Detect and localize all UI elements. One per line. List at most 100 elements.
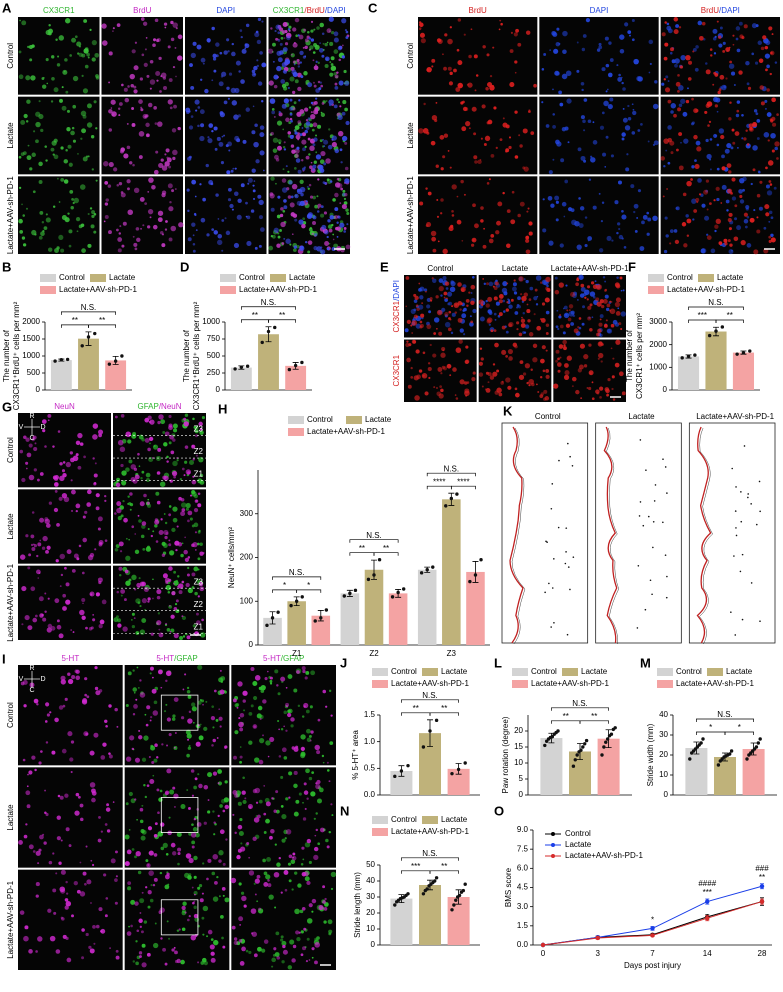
micrograph-speck [326, 235, 329, 239]
micrograph-speck [242, 690, 248, 696]
micrograph-speck [725, 199, 730, 204]
micrograph-speck [289, 202, 295, 208]
micrograph-speck [308, 37, 312, 40]
micrograph-speck [66, 892, 69, 895]
micrograph-speck [108, 230, 112, 235]
micrograph-speck [193, 212, 197, 216]
micrograph-speck [326, 178, 330, 182]
micrograph-speck [449, 26, 452, 29]
micrograph-speck [254, 893, 257, 896]
micrograph-speck [281, 960, 285, 964]
micrograph-speck [167, 99, 173, 105]
data-point [707, 333, 712, 338]
data-point [573, 758, 577, 762]
footprint-dot [743, 445, 746, 447]
micrograph-speck [565, 284, 568, 287]
micrograph-speck [287, 87, 290, 89]
micrograph-speck [169, 106, 173, 110]
micrograph-speck [686, 180, 692, 187]
micrograph-speck [141, 804, 144, 807]
micrograph-speck [282, 47, 288, 52]
micrograph-speck [754, 61, 759, 65]
micrograph-speck [508, 136, 512, 139]
micrograph-speck [254, 675, 261, 681]
micrograph-speck [95, 506, 100, 511]
micrograph-speck [772, 122, 777, 127]
micrograph-speck [624, 22, 629, 27]
micrograph-speck [164, 431, 170, 437]
micrograph-speck [566, 98, 572, 104]
micrograph-speck [533, 296, 538, 301]
bar [258, 334, 279, 390]
micrograph-speck [714, 229, 717, 233]
micrograph-speck [563, 346, 567, 351]
row-label: Lactate [6, 122, 15, 149]
data-point [468, 579, 472, 584]
y-tick-label: 1.5 [364, 710, 376, 719]
micrograph-speck [251, 130, 256, 135]
micrograph-speck [306, 185, 309, 188]
micrograph-speck [612, 398, 616, 401]
legend-label: Lactate+AAV-sh-PD-1 [676, 679, 754, 688]
micrograph-speck [115, 415, 118, 419]
micrograph-speck [312, 143, 316, 147]
micrograph-speck [259, 51, 263, 55]
y-tick-label: 250 [207, 368, 221, 377]
micrograph-speck [571, 385, 574, 388]
micrograph-speck [221, 249, 224, 252]
micrograph-speck [293, 783, 298, 789]
micrograph-speck [606, 303, 611, 308]
micrograph-speck [143, 920, 148, 924]
footprint-dot [759, 620, 761, 622]
data-point [393, 774, 397, 779]
micrograph-speck [633, 210, 636, 214]
micrograph-speck [133, 588, 137, 591]
micrograph-speck [146, 784, 150, 787]
bar [466, 571, 485, 645]
micrograph-speck [109, 947, 111, 949]
micrograph-speck [285, 729, 288, 732]
micrograph-speck [301, 846, 305, 850]
micrograph-speck [141, 470, 145, 474]
micrograph-speck [508, 299, 511, 302]
legend-swatch [270, 274, 286, 282]
micrograph-speck [330, 63, 334, 66]
micrograph-speck [276, 956, 281, 960]
micrograph-speck [183, 421, 189, 427]
micrograph-speck [695, 140, 701, 146]
micrograph-speck [64, 905, 69, 910]
bar [364, 569, 384, 645]
data-point [406, 763, 410, 768]
micrograph-speck [455, 347, 462, 354]
legend-swatch [372, 816, 388, 824]
micrograph-speck [104, 181, 109, 185]
micrograph-speck [589, 303, 593, 307]
micrograph-speck [255, 801, 259, 804]
micrograph-speck [324, 56, 330, 62]
micrograph-speck [45, 58, 49, 62]
legend-label: Lactate+AAV-sh-PD-1 [391, 679, 469, 688]
micrograph-speck [712, 83, 715, 86]
micrograph-speck [301, 715, 305, 718]
micrograph-speck [84, 693, 87, 697]
micrograph-speck [59, 886, 66, 893]
micrograph-speck [184, 460, 188, 464]
micrograph-speck [266, 856, 271, 862]
micrograph-speck [598, 352, 604, 359]
micrograph-speck [259, 150, 265, 156]
micrograph-speck [495, 230, 500, 235]
micrograph-speck [680, 98, 686, 104]
legend-label: Lactate [565, 840, 592, 849]
micrograph-speck [545, 276, 551, 283]
significance-bracket [401, 870, 431, 874]
micrograph-speck [52, 153, 55, 156]
micrograph-speck [457, 282, 462, 287]
micrograph-speck [743, 24, 748, 29]
micrograph-speck [172, 517, 178, 523]
micrograph-speck [335, 226, 339, 231]
micrograph-speck [218, 708, 221, 710]
micrograph-speck [534, 288, 538, 292]
micrograph-speck [170, 225, 177, 232]
legend-swatch [657, 680, 673, 688]
micrograph-speck [433, 386, 436, 389]
